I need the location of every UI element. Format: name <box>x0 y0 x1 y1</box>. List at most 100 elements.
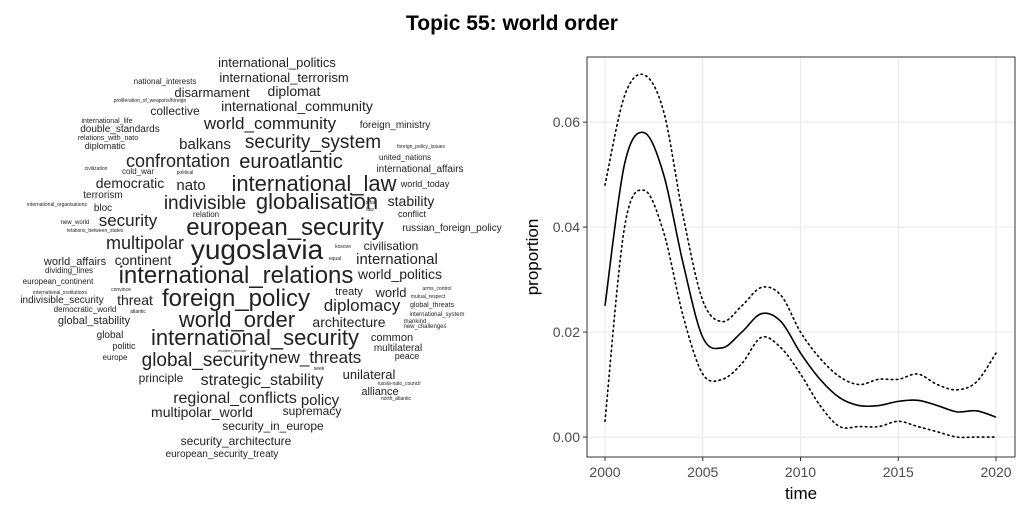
word: security_in_europe <box>222 419 324 433</box>
word: unilateral <box>343 367 396 382</box>
word: world_community <box>203 114 337 133</box>
word: politic <box>112 341 136 351</box>
word: common <box>371 332 413 344</box>
x-tick-label: 2015 <box>883 464 914 480</box>
word: policy <box>301 392 340 409</box>
word: relations_between_states <box>67 228 124 234</box>
word: proliferation_of_weapons/foreign <box>114 98 187 104</box>
word: euroatlantic <box>239 151 342 173</box>
word: collective <box>150 104 200 118</box>
word: confrontation <box>126 151 230 171</box>
word: international <box>356 251 438 268</box>
word: global_security <box>142 350 269 371</box>
word: democratic_world <box>54 305 117 314</box>
word: architecture <box>312 314 385 330</box>
word: security <box>99 211 158 230</box>
word: global_stability <box>58 315 131 327</box>
word: diplomatic <box>85 141 126 151</box>
word: multipolar_world <box>151 404 253 420</box>
word: global_threats <box>410 302 454 309</box>
word: seek <box>314 366 325 372</box>
word: relations_with_nato <box>78 135 138 142</box>
word: political <box>177 170 194 176</box>
x-axis-title: time <box>785 484 817 503</box>
word: international_security <box>151 325 359 350</box>
word: international_terrorism <box>219 70 348 85</box>
word: indivisible_security <box>20 295 103 306</box>
word: united_nations <box>379 153 431 162</box>
word: multilateral <box>374 343 422 354</box>
plot-border <box>586 56 1016 458</box>
line-series <box>604 73 997 391</box>
line-series <box>604 131 997 418</box>
word: international_law <box>231 171 396 196</box>
word: bloc <box>94 203 112 214</box>
x-tick-label: 2005 <box>687 464 718 480</box>
word: world_politics <box>357 266 442 282</box>
word: relation <box>193 210 219 219</box>
y-axis-title: proportion <box>523 219 542 296</box>
word: indivisible <box>164 193 246 214</box>
y-tick-label: 0.06 <box>553 114 580 130</box>
word: principle <box>139 371 184 385</box>
word: convince <box>111 287 131 293</box>
word: diplomat <box>268 83 321 99</box>
word: peace <box>395 351 420 361</box>
word: foreign_policy <box>162 285 310 312</box>
word: treaty <box>335 286 363 298</box>
word: law <box>366 207 374 213</box>
word: european_security_treaty <box>166 449 279 460</box>
word: modern_threats <box>218 348 246 353</box>
word: democratic <box>96 175 164 191</box>
word: cold_war <box>122 167 154 176</box>
word: threat <box>117 292 153 308</box>
word: international_community <box>221 98 373 114</box>
word: dividing_lines <box>45 266 93 275</box>
word: stability <box>388 193 435 209</box>
word: security_architecture <box>181 434 292 448</box>
word: international_system <box>409 312 464 318</box>
word: atlantic <box>130 309 146 315</box>
word: international_relations <box>119 262 354 289</box>
word: new_challenges <box>403 324 446 330</box>
word: conflict <box>398 209 427 219</box>
word: mankind <box>404 319 427 325</box>
word: international_institutions <box>33 290 87 296</box>
word: security_system <box>245 132 381 153</box>
word: mutual_respect <box>411 294 446 300</box>
word: russian_foreign_policy <box>402 223 502 234</box>
word: supremacy <box>283 404 342 418</box>
word: disarmament <box>174 85 250 100</box>
word: terrorism <box>83 190 122 201</box>
word: equal <box>329 256 341 262</box>
word: european_security <box>186 214 383 241</box>
word: double_standards <box>80 124 160 135</box>
word: regional_conflicts <box>173 390 297 407</box>
word: yugoslavia <box>191 234 324 265</box>
word: kosovo <box>335 244 351 250</box>
x-tick-label: 2020 <box>980 464 1011 480</box>
word: europe <box>103 353 128 362</box>
y-tick-label: 0.00 <box>553 429 580 445</box>
word: nato <box>176 177 205 194</box>
line-series <box>604 189 997 439</box>
word: international_organisations <box>27 202 87 208</box>
word: foreign_policy_issues <box>397 144 445 150</box>
word: new_world <box>61 220 90 226</box>
word: national_interests <box>134 77 197 86</box>
word: multipolar <box>106 233 184 253</box>
word: global <box>97 330 124 341</box>
word: russia-nato_council <box>377 381 420 387</box>
word: civilisation <box>364 239 419 253</box>
word: strategic_stability <box>201 372 324 389</box>
word: world_affairs <box>43 256 107 268</box>
word: world_order <box>178 307 295 332</box>
word: international_politics <box>218 55 336 70</box>
word: globalisation <box>256 189 378 214</box>
word: balkans <box>179 136 231 153</box>
word: new_threats <box>269 348 362 367</box>
word: international_life <box>82 118 133 125</box>
y-tick-label: 0.04 <box>553 219 580 235</box>
word: world_today <box>400 179 450 189</box>
word: alliance <box>361 386 398 398</box>
